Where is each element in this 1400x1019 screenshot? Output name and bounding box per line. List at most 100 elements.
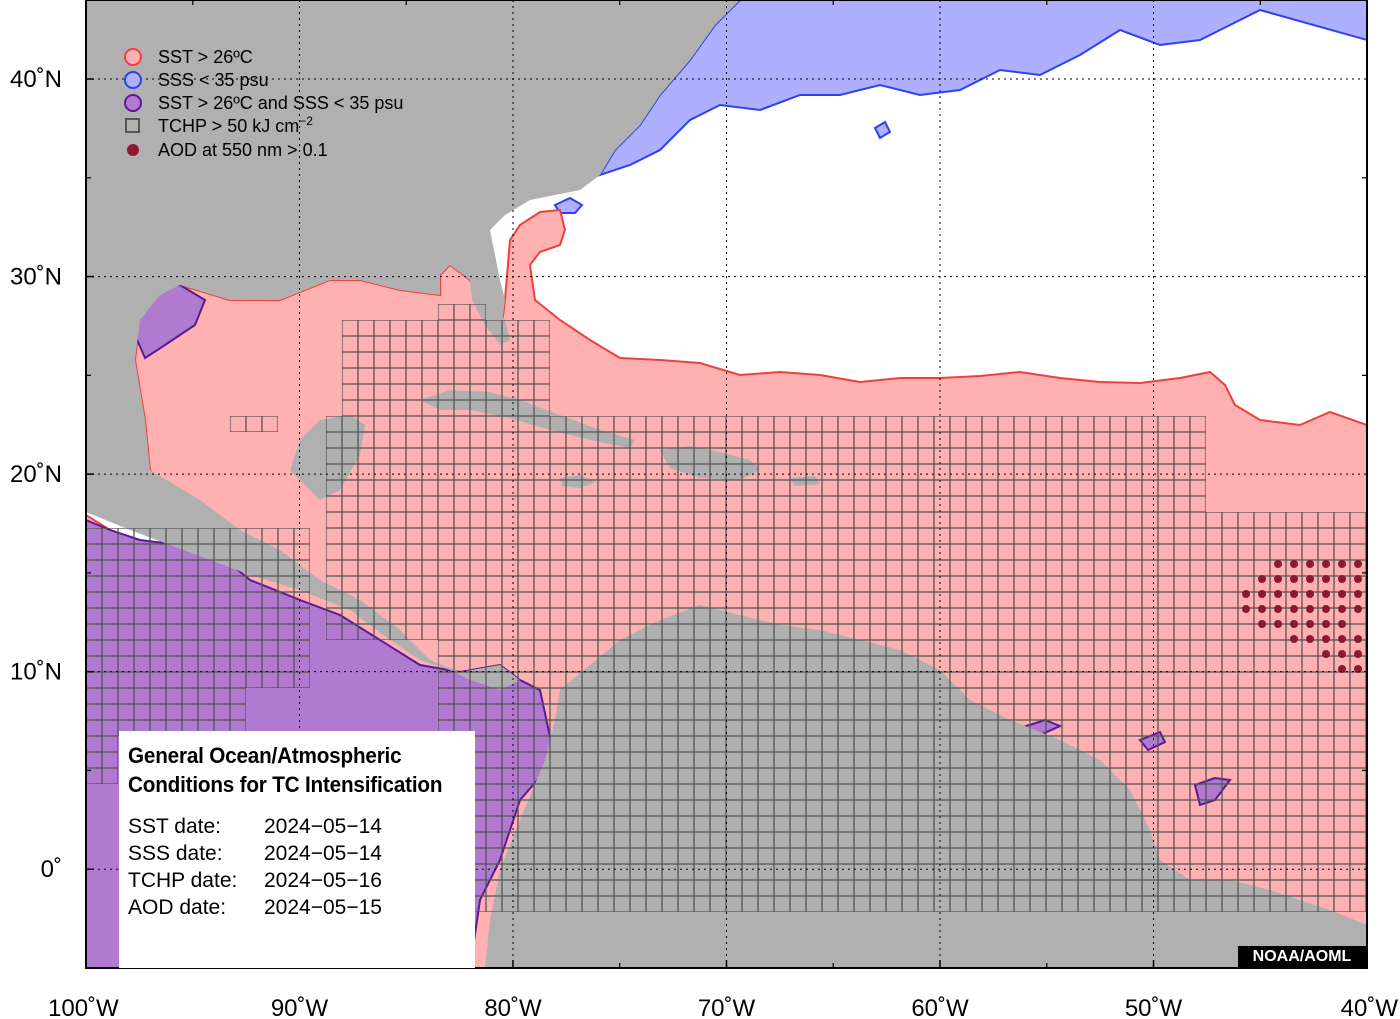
aod-dot	[1290, 575, 1298, 583]
aod-dot	[1354, 560, 1362, 568]
sst-date-row: SST date: 2024−05−14	[128, 813, 475, 840]
sss-date-value: 2024−05−14	[264, 842, 382, 865]
aod-dot	[1306, 590, 1314, 598]
aod-dot	[1290, 605, 1298, 613]
legend: SST > 26ºC SSS < 35 psu SST > 26ºC and S…	[124, 47, 403, 160]
info-title: General Ocean/Atmospheric Conditions for…	[128, 741, 454, 799]
lon-tick-label: 100˚W	[48, 995, 119, 1019]
map-layers	[86, 0, 1367, 968]
sss-date-row: SSS date: 2024−05−14	[128, 840, 475, 867]
aod-dot	[1354, 575, 1362, 583]
aod-dot	[1290, 590, 1298, 598]
latitude-labels: 0˚ 10˚N 20˚N 30˚N 40˚N	[10, 66, 62, 883]
aod-dot	[1338, 575, 1346, 583]
legend-both-label: SST > 26ºC and SSS < 35 psu	[158, 93, 403, 113]
tchp-pacific-lower	[86, 688, 246, 736]
aod-dot	[1354, 605, 1362, 613]
sst-date-label: SST date:	[128, 815, 222, 838]
sst-date-value: 2024−05−14	[264, 815, 382, 838]
legend-both-symbol	[124, 94, 142, 112]
aod-dot	[1306, 560, 1314, 568]
legend-sss-label: SSS < 35 psu	[158, 70, 269, 90]
lon-tick-label: 40˚W	[1341, 995, 1399, 1019]
aod-dot	[1306, 605, 1314, 613]
sss-blob-offshore	[873, 120, 892, 140]
aod-dot	[1258, 590, 1266, 598]
legend-sst-symbol	[124, 48, 142, 66]
longitude-labels: 100˚W 90˚W 80˚W 70˚W 60˚W 50˚W 40˚W	[48, 995, 1398, 1019]
lon-tick-label: 80˚W	[484, 995, 542, 1019]
lon-tick-label: 50˚W	[1125, 995, 1183, 1019]
aod-dot	[1274, 560, 1282, 568]
legend-aod-label: AOD at 550 nm > 0.1	[158, 140, 328, 160]
aod-dot	[1306, 575, 1314, 583]
info-title-line2: Conditions for TC Intensification	[128, 772, 443, 797]
aod-dot	[1322, 605, 1330, 613]
tchp-gulf-west	[230, 416, 278, 432]
aod-dot	[1274, 590, 1282, 598]
legend-sst-label: SST > 26ºC	[158, 47, 253, 67]
aod-dot	[1306, 635, 1314, 643]
aod-dot	[1290, 635, 1298, 643]
aod-dot	[1290, 560, 1298, 568]
legend-tchp-sup: −2	[299, 114, 313, 128]
aod-dot	[1338, 560, 1346, 568]
lat-tick-label: 20˚N	[10, 461, 62, 488]
aod-dot	[1338, 650, 1346, 658]
aod-dot	[1338, 590, 1346, 598]
legend-tchp-symbol	[125, 118, 140, 133]
aod-dot	[1242, 590, 1250, 598]
aod-dot	[1338, 635, 1346, 643]
sss-date-label: SSS date:	[128, 842, 223, 865]
tchp-date-label: TCHP date:	[128, 869, 238, 892]
info-title-line1: General Ocean/Atmospheric	[128, 743, 402, 768]
tchp-pacific-edge	[86, 736, 118, 784]
aod-dot	[1274, 575, 1282, 583]
aod-dot	[1322, 560, 1330, 568]
aod-dot	[1258, 605, 1266, 613]
aod-dot	[1258, 620, 1266, 628]
legend-aod-symbol	[127, 144, 139, 156]
lat-tick-label: 0˚	[41, 856, 62, 883]
aod-dot	[1338, 605, 1346, 613]
info-box: General Ocean/Atmospheric Conditions for…	[119, 731, 475, 968]
aod-date-row: AOD date: 2024−05−15	[128, 894, 475, 921]
legend-tchp-text: TCHP > 50 kJ cm	[158, 116, 299, 136]
tchp-caribbean-block	[326, 416, 1206, 640]
legend-sss-symbol	[124, 71, 142, 89]
aod-dot	[1338, 620, 1346, 628]
aod-date-label: AOD date:	[128, 896, 227, 919]
tchp-south-block	[438, 640, 1366, 912]
aod-dot	[1338, 665, 1346, 673]
aod-dot	[1354, 635, 1362, 643]
lat-tick-label: 10˚N	[10, 659, 62, 686]
tchp-pacific-block	[86, 528, 310, 688]
aod-dot	[1290, 620, 1298, 628]
lat-tick-label: 30˚N	[10, 264, 62, 291]
aod-dot	[1274, 605, 1282, 613]
lat-tick-label: 40˚N	[10, 66, 62, 93]
aod-dot	[1322, 635, 1330, 643]
tchp-gulf-top	[438, 304, 486, 320]
aod-dot	[1354, 650, 1362, 658]
aod-dot	[1306, 620, 1314, 628]
aod-date-value: 2024−05−15	[264, 896, 382, 919]
aod-dot	[1322, 590, 1330, 598]
aod-dot	[1242, 605, 1250, 613]
aod-dot	[1354, 590, 1362, 598]
aod-dot-field	[1242, 560, 1362, 673]
lon-tick-label: 60˚W	[911, 995, 969, 1019]
tchp-date-value: 2024−05−16	[264, 869, 382, 892]
lon-tick-label: 90˚W	[271, 995, 329, 1019]
land-north-america	[86, 0, 740, 690]
credit-badge: NOAA/AOML	[1238, 946, 1366, 968]
aod-dot	[1274, 620, 1282, 628]
tchp-date-row: TCHP date: 2024−05−16	[128, 867, 475, 894]
aod-dot	[1322, 620, 1330, 628]
aod-dot	[1322, 650, 1330, 658]
tchp-gulf-block	[342, 320, 550, 416]
legend-tchp-label: TCHP > 50 kJ cm−2	[158, 114, 313, 136]
lon-tick-label: 70˚W	[698, 995, 756, 1019]
aod-dot	[1258, 575, 1266, 583]
